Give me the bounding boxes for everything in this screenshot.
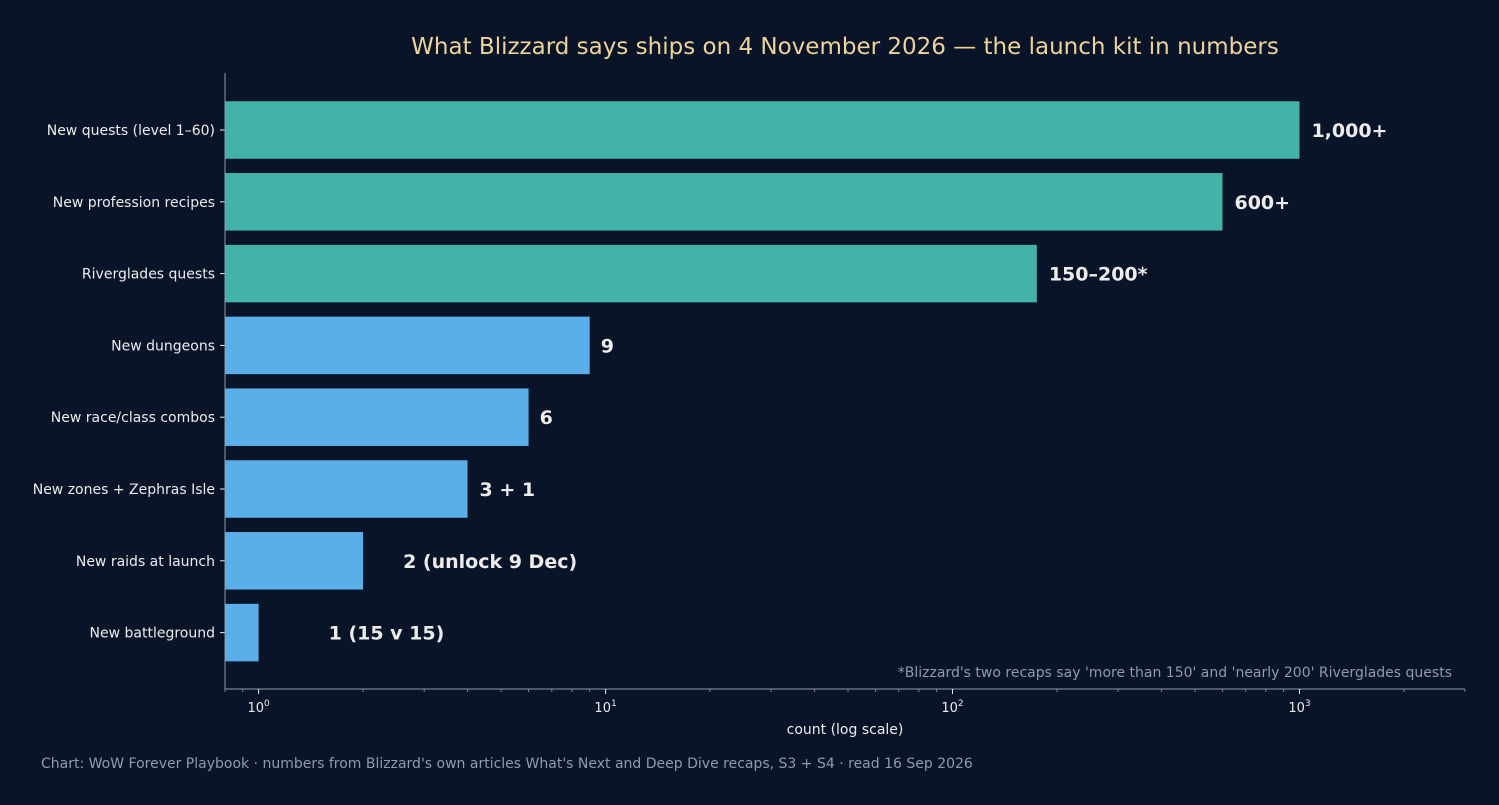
data-label: 6 [540,407,553,429]
data-label: 150–200* [1049,264,1148,286]
x-tick-label: 103 [1288,699,1310,716]
category-label: New battleground [90,626,215,642]
category-label: New zones + Zephras Isle [33,482,215,498]
category-label: New race/class combos [51,410,215,426]
x-axis-label: count (log scale) [787,722,904,738]
bar-5 [225,388,529,446]
data-label: 1,000+ [1311,120,1387,142]
bar-8 [225,603,259,662]
footnote-annotation: *Blizzard's two recaps say 'more than 15… [898,665,1452,681]
chart-caption: Chart: WoW Forever Playbook · numbers fr… [41,756,973,772]
category-label: New dungeons [111,338,215,354]
data-label: 2 (unlock 9 Dec) [403,551,577,573]
bar-1 [225,101,1300,159]
category-label: Riverglades quests [82,267,215,283]
category-label: New raids at launch [76,554,215,570]
x-tick-label: 100 [247,699,270,716]
bar-3 [225,244,1037,303]
value-labels: 1,000+ 600+ 150–200* 9 6 3 + 1 2 (unlock 9 Dec… [329,120,1388,645]
bar-6 [225,460,468,518]
x-axis: 100 101 102 103 [224,688,1466,716]
x-tick-label: 102 [941,699,963,716]
bar-7 [225,532,364,590]
data-label: 9 [601,335,614,357]
y-axis [220,73,226,689]
bar-4 [225,316,590,375]
category-labels: New quests (level 1–60) New profession re… [33,123,215,642]
chart-title: What Blizzard says ships on 4 November 2… [411,34,1279,60]
category-label: New quests (level 1–60) [47,123,215,139]
bar-2 [225,173,1223,231]
category-label: New profession recipes [53,195,215,211]
data-label: 3 + 1 [480,479,536,501]
x-tick-label: 101 [594,699,616,716]
bars-group [225,101,1300,662]
data-label: 1 (15 v 15) [329,623,445,645]
data-label: 600+ [1234,192,1290,214]
